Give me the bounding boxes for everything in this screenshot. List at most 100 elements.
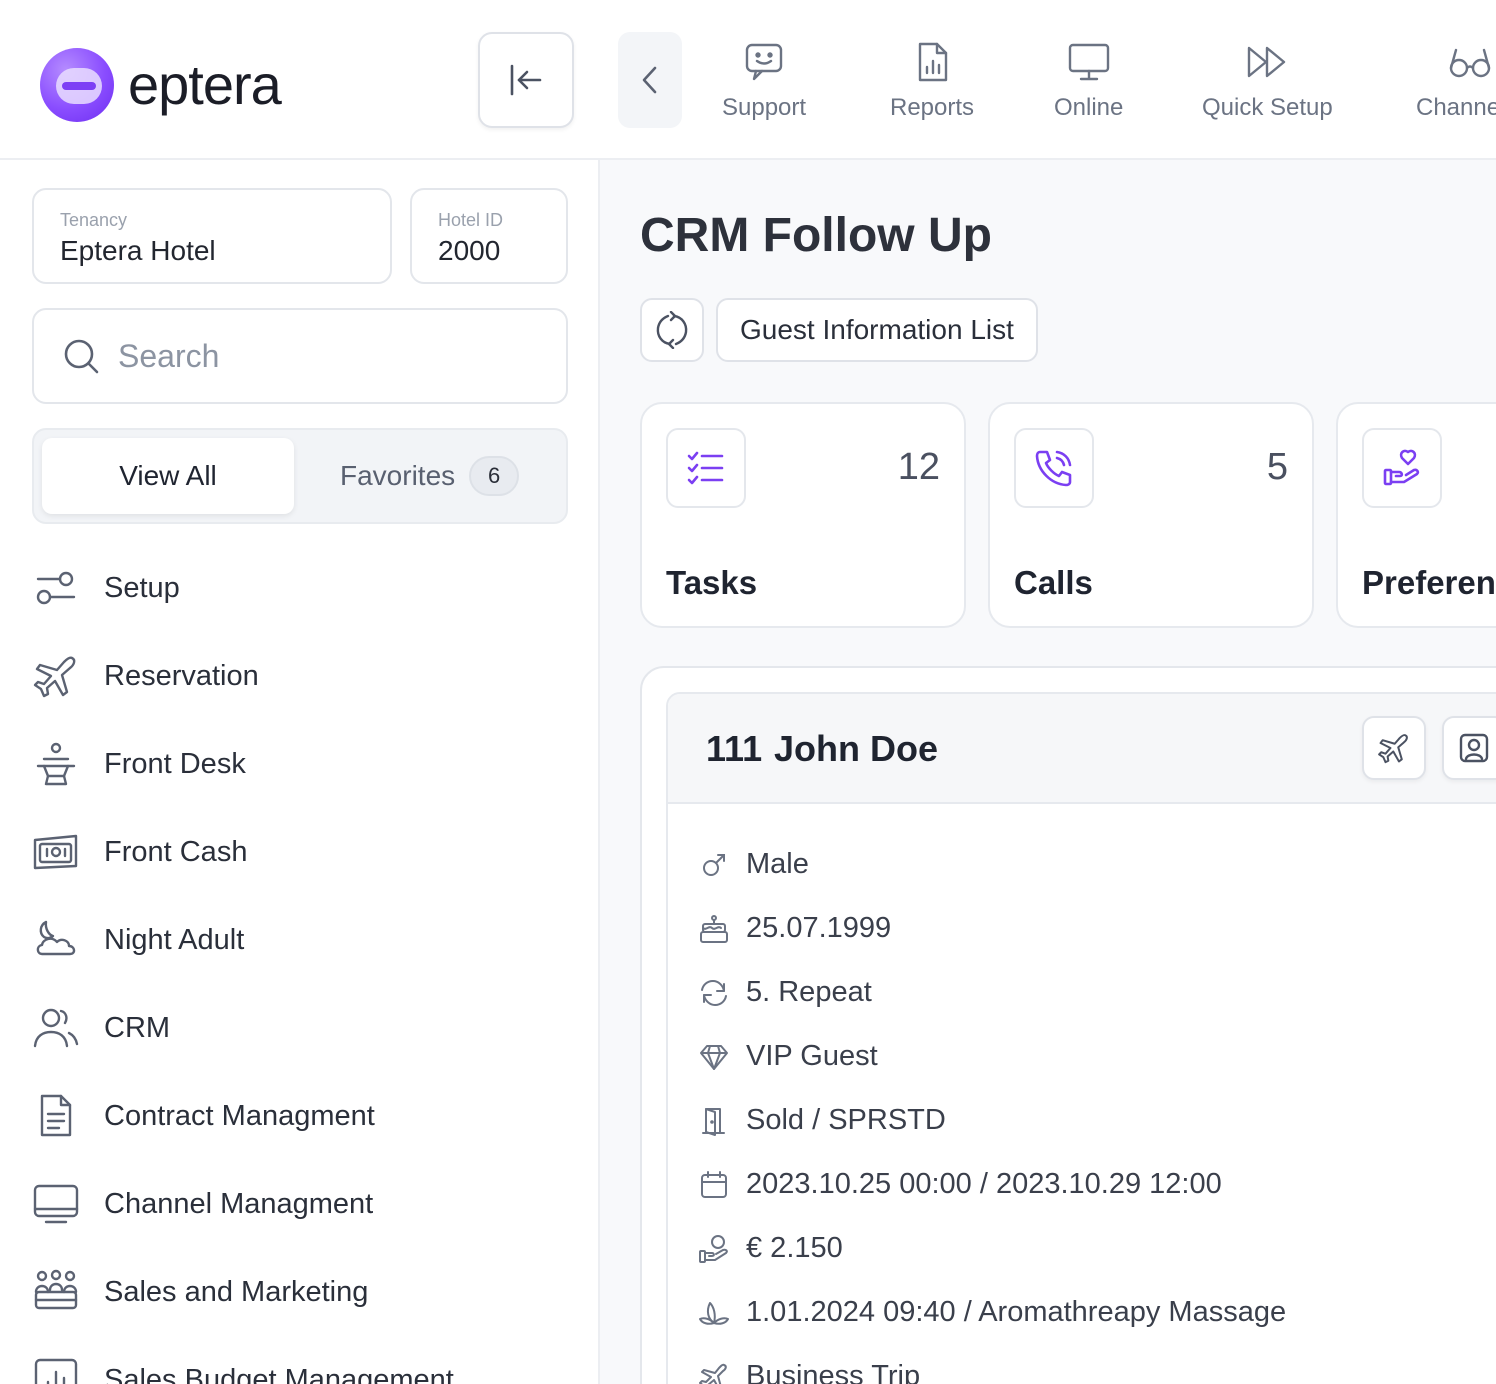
nav-support[interactable]: Support [722,40,806,122]
tab-favorites[interactable]: Favorites 6 [340,438,520,514]
guest-detail-text: Sold / SPRSTD [746,1104,946,1136]
guest-profile-button[interactable] [1442,716,1496,780]
airplane-icon [33,656,76,698]
stat-count: 5 [1266,446,1288,488]
collapse-sidebar-button[interactable] [478,32,574,128]
male-icon [703,853,725,876]
guest-detail-text: Business Trip [746,1360,921,1384]
phone-call-icon [1035,450,1072,487]
stat-card-tasks[interactable]: 12 Tasks [640,402,966,628]
stat-label: Tasks [666,564,758,601]
reports-icon [918,42,948,82]
guest-name: John Doe [774,728,939,769]
guest-information-list-button[interactable]: Guest Information List [716,298,1038,362]
guest-detail-text: 2023.10.25 00:00 / 2023.10.29 12:00 [746,1168,1222,1200]
nav-online-label: Online [1054,94,1124,121]
sidebar-item-setup[interactable]: Setup [32,558,180,618]
stat-icon-box [1014,428,1094,508]
guest-detail-text: 5. Repeat [746,976,872,1008]
stat-icon-box [1362,428,1442,508]
collapse-left-icon [510,64,542,96]
guest-detail-spa: 1.01.2024 09:40 / Aromathreapy Massage [698,1296,1286,1329]
guest-detail-birthday: 25.07.1999 [698,912,891,945]
nav-reports[interactable]: Reports [890,40,974,122]
task-list-icon [687,451,724,485]
birthday-cake-icon [700,914,728,943]
monitor-icon [1068,43,1109,81]
sidebar-item-front-desk[interactable]: Front Desk [32,734,246,794]
tab-view-all[interactable]: View All [42,438,294,514]
logo-text: eptera [128,53,282,116]
search-input[interactable]: Search [32,308,568,404]
nav-channel-label: Channe [1416,94,1496,121]
guest-card-header: 111 John Doe [668,694,1496,804]
guest-detail-text: 25.07.1999 [746,912,892,944]
hotel-id-value: 2000 [438,235,501,266]
guest-panel: 111 John Doe Male 25.07 [640,666,1496,1384]
glasses-icon [1449,48,1491,78]
heart-hand-icon [1383,449,1420,486]
eptera-logo[interactable]: eptera [40,48,282,122]
guest-detail-text: Male [746,848,809,880]
nav-quick-setup[interactable]: Quick Setup [1202,40,1333,122]
search-placeholder: Search [118,337,220,374]
tab-favorites-label: Favorites [340,460,456,491]
menu-filter-tabs: View All Favorites 6 [32,428,568,524]
sidebar-item-contract-managment[interactable]: Contract Managment [32,1086,375,1146]
sidebar-item-channel-managment[interactable]: Channel Managment [32,1174,373,1234]
cash-icon [33,834,78,870]
guest-detail-text: 1.01.2024 09:40 / Aromathreapy Massage [746,1296,1287,1328]
sidebar-item-label: Channel Managment [104,1187,374,1220]
stat-icon-box [666,428,746,508]
hotel-id-field[interactable]: Hotel ID 2000 [410,188,568,284]
desktop-icon [33,1184,79,1224]
sidebar-item-reservation[interactable]: Reservation [32,646,259,706]
nav-quick-setup-label: Quick Setup [1202,94,1333,121]
guest-detail-repeat: 5. Repeat [698,976,872,1009]
sidebar-item-crm[interactable]: CRM [32,998,170,1058]
guest-detail-text: € 2.150 [746,1232,843,1264]
sidebar-item-sales-and-marketing[interactable]: Sales and Marketing [32,1262,368,1322]
fast-forward-icon [1248,46,1286,78]
airplane-icon [1378,734,1408,764]
guest-detail-gender: Male [698,848,809,881]
tenancy-field[interactable]: Tenancy Eptera Hotel [32,188,392,284]
profile-card-icon [1459,733,1489,763]
support-chat-icon [745,43,783,81]
sidebar-item-label: Front Desk [104,747,246,780]
guest-detail-amount: € 2.150 [698,1232,843,1265]
nav-channel[interactable]: Channe [1416,40,1496,122]
spa-leaf-icon [699,1301,729,1325]
reception-bell-icon [36,742,76,786]
stat-label: Preferen [1362,564,1496,601]
search-icon [64,339,99,374]
briefcase-plane-icon [699,1363,727,1384]
sidebar-item-label: Contract Managment [104,1099,375,1132]
document-icon [40,1094,72,1137]
guest-detail-room-type: Sold / SPRSTD [698,1104,946,1137]
guest-reservation-button[interactable] [1362,716,1426,780]
main-content: CRM Follow Up Guest Information List 12 … [600,160,1496,1384]
guest-detail-text: VIP Guest [746,1040,878,1072]
sidebar-item-front-cash[interactable]: Front Cash [32,822,247,882]
sidebar-item-sales-budget-management[interactable]: Sales Budget Management [32,1350,454,1384]
calendar-icon [701,1170,727,1198]
sidebar-item-label: Reservation [104,659,259,692]
scroll-back-button[interactable] [618,32,682,128]
sidebar-item-label: Night Adult [104,923,245,956]
stat-card-preferences[interactable]: Preferen [1336,402,1496,628]
sidebar-item-label: Front Cash [104,835,248,868]
sidebar-item-night-adult[interactable]: Night Adult [32,910,244,970]
stat-label: Calls [1014,564,1093,601]
guest-card: 111 John Doe Male 25.07 [666,692,1496,1384]
money-hand-icon [699,1234,728,1263]
sidebar-item-label: CRM [104,1011,171,1044]
refresh-button[interactable] [640,298,704,362]
tenancy-value: Eptera Hotel [60,235,216,266]
guest-room-number: 111 [706,728,763,769]
bar-chart-icon [34,1358,78,1384]
top-header: eptera Support Reports Online Quick Setu… [0,0,1496,160]
guest-detail-vip: VIP Guest [698,1040,878,1073]
stat-card-calls[interactable]: 5 Calls [988,402,1314,628]
nav-online[interactable]: Online [1054,40,1123,122]
